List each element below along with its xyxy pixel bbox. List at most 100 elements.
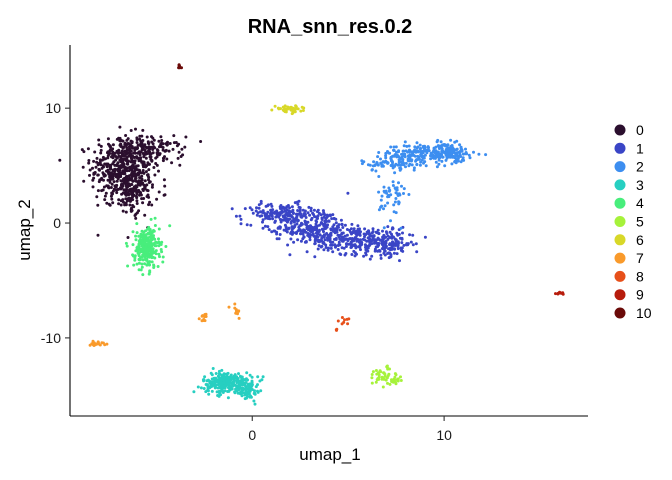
data-point <box>313 255 317 259</box>
data-point <box>352 229 355 233</box>
data-point <box>315 238 319 242</box>
data-point <box>251 211 255 215</box>
data-point <box>275 230 279 234</box>
data-point <box>284 212 288 216</box>
data-point <box>147 272 151 276</box>
data-point <box>392 145 396 149</box>
data-point <box>279 218 283 222</box>
data-point <box>412 150 416 153</box>
data-point <box>402 192 405 195</box>
data-point <box>371 227 375 231</box>
data-point <box>115 191 119 195</box>
data-point <box>392 251 396 255</box>
data-point <box>445 154 449 158</box>
data-point <box>227 380 231 383</box>
data-point <box>554 292 557 296</box>
data-point <box>270 214 274 218</box>
data-point <box>140 177 144 181</box>
data-point <box>143 257 147 261</box>
data-point <box>308 238 312 242</box>
data-point <box>97 143 101 147</box>
data-point <box>143 251 147 255</box>
data-point <box>244 390 248 394</box>
data-point <box>382 234 386 238</box>
data-point <box>380 163 384 167</box>
points-layer <box>58 63 565 406</box>
data-point <box>328 236 332 240</box>
data-point <box>402 144 406 148</box>
data-point <box>330 217 334 221</box>
data-point <box>101 171 105 175</box>
data-point <box>331 240 335 244</box>
data-point <box>340 246 344 250</box>
data-point <box>237 309 241 313</box>
data-point <box>162 156 165 160</box>
data-point <box>131 243 135 247</box>
data-point <box>150 185 154 189</box>
data-point <box>241 381 245 384</box>
data-point <box>146 173 149 177</box>
data-point <box>113 151 117 155</box>
data-point <box>461 152 465 156</box>
data-point <box>141 128 145 132</box>
data-point <box>437 162 441 166</box>
data-point <box>449 138 453 142</box>
data-point <box>136 250 140 253</box>
data-point <box>415 250 419 254</box>
data-point <box>395 252 399 256</box>
data-point <box>125 199 129 203</box>
data-point <box>93 171 97 174</box>
data-point <box>106 178 110 182</box>
data-point <box>97 167 101 171</box>
data-point <box>423 146 427 150</box>
data-point <box>121 209 125 213</box>
data-point <box>432 156 436 160</box>
data-point <box>394 145 398 149</box>
data-point <box>154 249 158 253</box>
data-point <box>248 382 252 386</box>
data-point <box>130 206 133 210</box>
data-point <box>131 154 135 158</box>
data-point <box>259 210 262 214</box>
series-7 <box>88 302 241 347</box>
data-point <box>163 184 167 188</box>
data-point <box>333 243 337 247</box>
data-point <box>157 139 161 143</box>
data-point <box>393 244 397 247</box>
data-point <box>387 372 391 376</box>
data-point <box>374 169 378 173</box>
data-point <box>367 244 371 248</box>
data-point <box>301 109 305 112</box>
data-point <box>202 387 206 390</box>
data-point <box>135 262 139 266</box>
data-point <box>346 191 350 195</box>
data-point <box>141 201 145 205</box>
data-point <box>133 168 137 172</box>
data-point <box>446 148 450 152</box>
data-point <box>345 317 349 321</box>
data-point <box>386 381 389 385</box>
data-point <box>203 319 207 323</box>
data-point <box>144 233 148 237</box>
data-point <box>437 153 441 157</box>
data-point <box>148 255 152 259</box>
data-point <box>374 230 378 234</box>
data-point <box>325 216 329 219</box>
data-point <box>293 219 296 223</box>
data-point <box>116 174 119 177</box>
data-point <box>299 239 303 243</box>
data-point <box>297 199 301 203</box>
data-point <box>238 374 242 378</box>
data-point <box>391 184 395 187</box>
data-point <box>427 149 431 153</box>
data-point <box>404 161 408 165</box>
data-point <box>400 184 403 188</box>
data-point <box>283 215 287 219</box>
data-point <box>354 244 358 248</box>
data-point <box>379 198 383 202</box>
data-point <box>329 246 333 250</box>
data-point <box>392 203 396 207</box>
data-point <box>425 151 429 155</box>
data-point <box>297 205 301 209</box>
legend-label: 9 <box>636 287 644 303</box>
